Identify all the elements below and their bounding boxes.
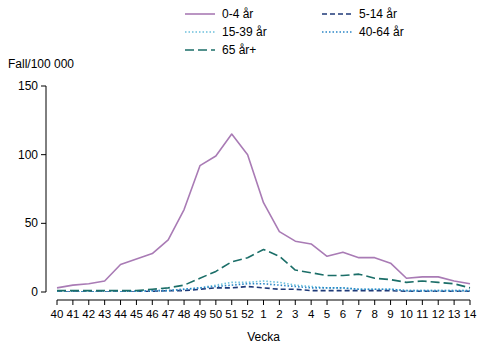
y-tick-label: 0 xyxy=(31,285,38,299)
y-axis-label: Fall/100 000 xyxy=(8,57,74,71)
x-tick xyxy=(152,300,153,305)
x-tick xyxy=(438,300,439,305)
x-tick-label: 52 xyxy=(241,308,254,320)
x-tick xyxy=(72,300,73,305)
series-line xyxy=(57,249,470,290)
legend-swatch xyxy=(185,13,215,15)
x-tick xyxy=(215,300,216,305)
series-line xyxy=(57,134,470,288)
y-tick xyxy=(41,154,46,155)
x-tick-label: 42 xyxy=(82,308,95,320)
x-tick xyxy=(247,300,248,305)
x-tick-label: 40 xyxy=(51,308,64,320)
x-tick-label: 49 xyxy=(194,308,207,320)
plot-area xyxy=(57,134,470,292)
x-tick-label: 41 xyxy=(66,308,79,320)
y-tick xyxy=(41,223,46,224)
x-tick xyxy=(327,300,328,305)
x-tick xyxy=(342,300,343,305)
x-tick-label: 7 xyxy=(356,308,362,320)
x-tick-label: 47 xyxy=(162,308,175,320)
x-tick xyxy=(88,300,89,305)
x-tick xyxy=(104,300,105,305)
y-tick-label: 50 xyxy=(25,216,39,230)
x-tick xyxy=(358,300,359,305)
x-tick xyxy=(454,300,455,305)
x-tick-label: 51 xyxy=(225,308,238,320)
x-tick xyxy=(295,300,296,305)
x-tick-label: 48 xyxy=(178,308,191,320)
x-tick-label: 6 xyxy=(340,308,346,320)
x-tick xyxy=(57,300,58,305)
legend-label: 65 år+ xyxy=(222,43,256,57)
x-tick-label: 13 xyxy=(448,308,461,320)
x-tick xyxy=(311,300,312,305)
legend-label: 15-39 år xyxy=(222,25,267,39)
x-axis-label: Vecka xyxy=(247,330,280,344)
x-tick xyxy=(406,300,407,305)
x-tick xyxy=(470,300,471,305)
legend-swatch xyxy=(322,31,352,33)
x-tick-label: 11 xyxy=(416,308,428,320)
x-tick xyxy=(374,300,375,305)
x-tick-label: 2 xyxy=(276,308,282,320)
legend-label: 40-64 år xyxy=(359,25,404,39)
x-tick xyxy=(168,300,169,305)
x-tick xyxy=(231,300,232,305)
legend-label: 0-4 år xyxy=(222,7,253,21)
chart: 0501001504041424344454647484950515212345… xyxy=(0,0,484,352)
y-tick-label: 100 xyxy=(18,148,38,162)
x-tick-label: 10 xyxy=(400,308,413,320)
x-tick-label: 4 xyxy=(308,308,315,320)
y-tick xyxy=(41,86,46,87)
x-tick xyxy=(136,300,137,305)
x-tick-label: 50 xyxy=(209,308,222,320)
x-tick-label: 44 xyxy=(114,308,127,320)
x-tick xyxy=(199,300,200,305)
x-tick xyxy=(263,300,264,305)
x-tick xyxy=(279,300,280,305)
legend-swatch xyxy=(185,49,215,51)
series-line xyxy=(57,287,470,292)
legend: 0-4 år 5-14 år 15-39 år 40-64 år 65 år+ xyxy=(185,7,404,57)
legend-swatch xyxy=(322,13,352,15)
x-tick-label: 3 xyxy=(292,308,298,320)
x-tick-label: 1 xyxy=(260,308,266,320)
x-tick xyxy=(390,300,391,305)
y-axis xyxy=(46,86,47,292)
legend-swatch xyxy=(185,31,215,33)
x-tick xyxy=(184,300,185,305)
legend-label: 5-14 år xyxy=(359,7,397,21)
y-tick-label: 150 xyxy=(18,79,38,93)
x-tick xyxy=(120,300,121,305)
x-tick-label: 5 xyxy=(324,308,330,320)
x-tick xyxy=(422,300,423,305)
series-line xyxy=(57,284,470,292)
x-tick-label: 12 xyxy=(432,308,445,320)
x-tick-label: 8 xyxy=(371,308,377,320)
y-tick xyxy=(41,292,46,293)
x-tick-label: 14 xyxy=(464,308,477,320)
x-tick-label: 43 xyxy=(98,308,111,320)
x-tick-label: 46 xyxy=(146,308,159,320)
x-tick-label: 9 xyxy=(387,308,393,320)
x-tick-label: 45 xyxy=(130,308,143,320)
